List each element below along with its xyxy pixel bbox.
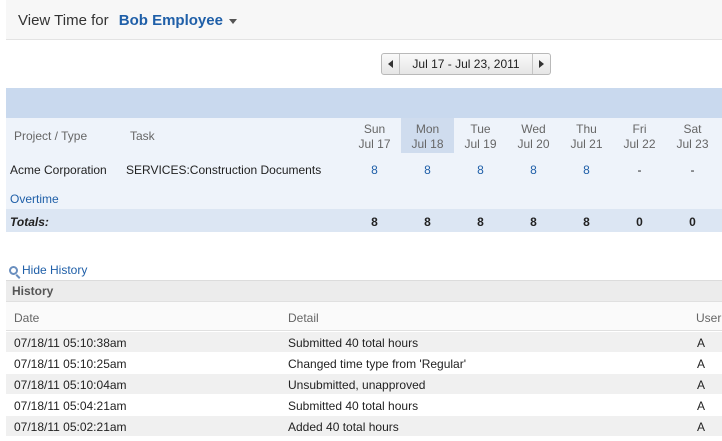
day-name: Fri	[632, 122, 647, 136]
history-detail: Submitted 40 total hours	[288, 336, 419, 350]
previous-week-button[interactable]	[382, 54, 400, 74]
day-date: Jul 18	[411, 137, 444, 151]
history-date: 07/18/11 05:10:25am	[14, 357, 127, 371]
hide-history-label[interactable]: Hide History	[22, 263, 88, 277]
page-title-prefix: View Time for	[18, 12, 109, 29]
history-user: A	[697, 420, 706, 434]
history-detail: Submitted 40 total hours	[288, 399, 419, 413]
day-date: Jul 20	[517, 137, 550, 151]
history-user: A	[697, 378, 706, 392]
overtime-link[interactable]: Overtime	[10, 192, 59, 206]
project-name: Acme Corporation	[10, 163, 107, 177]
total-sat: 0	[689, 215, 696, 229]
timesheet-top-band	[6, 88, 722, 118]
column-header-task: Task	[130, 129, 155, 143]
day-date: Jul 21	[570, 137, 603, 151]
day-date: Jul 23	[676, 137, 709, 151]
history-section-title: History	[6, 280, 722, 301]
day-name: Wed	[521, 122, 546, 136]
history-detail: Changed time type from 'Regular'	[288, 357, 467, 371]
timesheet-totals-row	[6, 209, 722, 232]
history-row: 07/18/11 05:10:38am Submitted 40 total h…	[6, 332, 722, 353]
day-header-wed: Wed Jul 20	[507, 122, 560, 152]
hours-cell-thu[interactable]: 8	[583, 163, 590, 177]
history-date: 07/18/11 05:10:04am	[14, 378, 127, 392]
timesheet-data-row	[6, 153, 722, 209]
column-header-project: Project / Type	[14, 129, 88, 143]
history-row: 07/18/11 05:04:21am Submitted 40 total h…	[6, 395, 722, 416]
employee-name[interactable]: Bob Employee	[118, 12, 223, 29]
total-fri: 0	[636, 215, 643, 229]
history-user: A	[697, 336, 706, 350]
history-column-user: User	[696, 311, 722, 325]
task-name: SERVICES:Construction Documents	[126, 163, 322, 177]
day-date: Jul 17	[358, 137, 391, 151]
hours-cell-sun[interactable]: 8	[371, 163, 378, 177]
hours-cell-sat: -	[690, 163, 695, 177]
history-row: 07/18/11 05:02:21am Added 40 total hours…	[6, 416, 722, 437]
history-row: 07/18/11 05:10:25am Changed time type fr…	[6, 353, 722, 374]
day-name: Sat	[683, 122, 702, 136]
day-header-sun: Sun Jul 17	[348, 122, 401, 152]
day-name: Thu	[576, 122, 597, 136]
history-title: History	[12, 284, 54, 298]
total-sun: 8	[371, 215, 378, 229]
history-date: 07/18/11 05:04:21am	[14, 399, 127, 413]
day-name: Mon	[415, 122, 440, 136]
total-tue: 8	[477, 215, 484, 229]
history-date: 07/18/11 05:10:38am	[14, 336, 127, 350]
hours-cell-mon[interactable]: 8	[424, 163, 431, 177]
day-header-tue: Tue Jul 19	[454, 122, 507, 152]
day-header-sat: Sat Jul 23	[666, 122, 719, 152]
day-header-fri: Fri Jul 22	[613, 122, 666, 152]
day-date: Jul 19	[464, 137, 497, 151]
hours-cell-fri: -	[637, 163, 642, 177]
day-header-thu: Thu Jul 21	[560, 122, 613, 152]
current-day-highlight	[401, 118, 454, 153]
chevron-left-icon[interactable]	[388, 60, 393, 68]
day-name: Tue	[470, 122, 491, 136]
timesheet-header-row	[6, 118, 722, 153]
week-navigator: Jul 17 - Jul 23, 2011	[381, 53, 551, 75]
chevron-right-icon[interactable]	[539, 60, 544, 68]
day-header-mon: Mon Jul 18	[401, 122, 454, 152]
totals-label: Totals:	[10, 215, 49, 229]
history-column-date: Date	[14, 311, 40, 325]
employee-selector[interactable]: Bob Employee	[119, 12, 237, 29]
history-detail: Added 40 total hours	[288, 420, 399, 434]
hours-cell-tue[interactable]: 8	[477, 163, 484, 177]
history-header-row: Date Detail User	[6, 301, 722, 331]
total-wed: 8	[530, 215, 537, 229]
history-detail: Unsubmitted, unapproved	[288, 378, 426, 392]
next-week-button[interactable]	[532, 54, 550, 74]
day-name: Sun	[363, 122, 386, 136]
page-title: View Time for Bob Employee	[18, 12, 237, 29]
history-date: 07/18/11 05:02:21am	[14, 420, 127, 434]
chevron-down-icon[interactable]	[228, 18, 237, 24]
magnifier-icon[interactable]	[9, 266, 18, 275]
total-mon: 8	[424, 215, 431, 229]
history-user: A	[697, 399, 706, 413]
day-date: Jul 22	[623, 137, 656, 151]
page-header: View Time for Bob Employee	[6, 0, 722, 40]
total-thu: 8	[583, 215, 590, 229]
history-user: A	[697, 357, 706, 371]
hours-cell-wed[interactable]: 8	[530, 163, 537, 177]
history-row: 07/18/11 05:10:04am Unsubmitted, unappro…	[6, 374, 722, 395]
history-column-detail: Detail	[288, 311, 319, 325]
hide-history-link[interactable]: Hide History	[9, 263, 87, 277]
week-range-label: Jul 17 - Jul 23, 2011	[412, 57, 520, 71]
